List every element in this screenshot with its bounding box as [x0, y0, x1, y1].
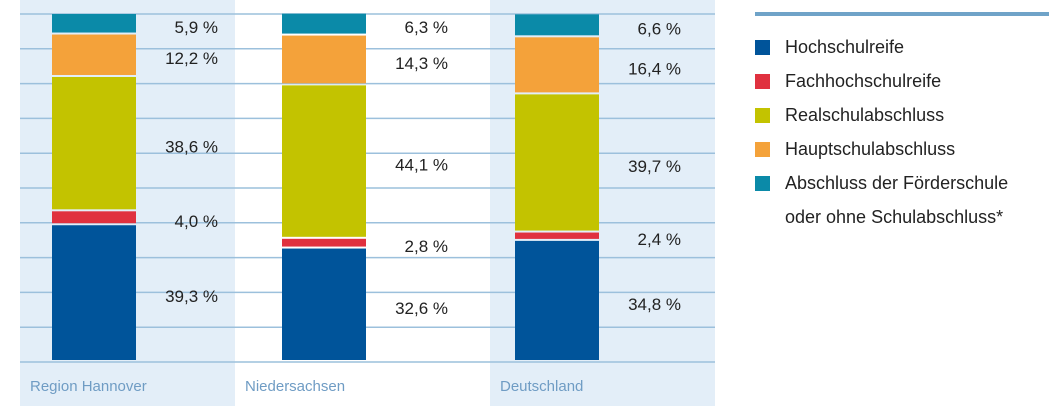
value-label: 6,3 %: [405, 18, 448, 37]
legend-swatch: [755, 74, 770, 89]
category-label: Deutschland: [500, 378, 583, 395]
value-label: 16,4 %: [628, 59, 681, 78]
value-label: 32,6 %: [395, 299, 448, 318]
legend-swatch: [755, 176, 770, 191]
bar-segment: [515, 94, 599, 231]
value-label: 12,2 %: [165, 49, 218, 68]
category-label: Niedersachsen: [245, 378, 345, 395]
legend-rule: [755, 12, 1049, 16]
bar-segment: [515, 240, 599, 360]
value-label: 39,7 %: [628, 157, 681, 176]
value-label: 2,4 %: [638, 230, 681, 249]
value-label: 38,6 %: [165, 138, 218, 157]
legend-swatch: [755, 108, 770, 123]
legend-item: Hauptschulabschluss: [755, 132, 1049, 166]
legend-item: Hochschulreife: [755, 30, 1049, 64]
bar-segment: [282, 85, 366, 237]
legend-item: Realschulabschluss: [755, 98, 1049, 132]
bar-segment: [282, 13, 366, 34]
legend-label: Hochschulreife: [785, 37, 905, 57]
legend-item: Abschluss der Förderschule oder ohne Sch…: [755, 166, 1049, 234]
value-label: 2,8 %: [405, 237, 448, 256]
chart: 39,3 % 4,0 % 38,6 % 12,2 % 5,9 % Region Hanno…: [20, 0, 715, 406]
bar-segment: [52, 14, 136, 33]
value-label: 44,1 %: [395, 156, 448, 175]
bar-segment: [52, 76, 136, 210]
bar-segment: [282, 238, 366, 247]
bar-segment: [52, 225, 136, 360]
bar-segment: [515, 37, 599, 93]
legend-label: Hauptschulabschluss: [785, 139, 956, 159]
value-label: 14,3 %: [395, 54, 448, 73]
legend-swatch: [755, 142, 770, 157]
value-label: 34,8 %: [628, 295, 681, 314]
value-label: 6,6 %: [638, 19, 681, 38]
category-label: Region Hannover: [30, 378, 147, 395]
legend-label: Abschluss der Förderschule oder ohne Sch…: [785, 173, 1009, 227]
bar-segment: [515, 232, 599, 239]
value-label: 5,9 %: [175, 18, 218, 37]
legend: Hochschulreife Fachhochschulreife Realschu…: [755, 30, 1049, 234]
value-label: 4,0 %: [175, 212, 218, 231]
bar-segment: [282, 248, 366, 360]
legend-label: Fachhochschulreife: [785, 71, 942, 91]
bar-segment: [52, 34, 136, 75]
legend-item: Fachhochschulreife: [755, 64, 1049, 98]
legend-label: Realschulabschluss: [785, 105, 945, 125]
bar-segment: [52, 211, 136, 224]
bar-segment: [282, 35, 366, 84]
value-label: 39,3 %: [165, 287, 218, 306]
bar-segment: [515, 14, 599, 36]
legend-swatch: [755, 40, 770, 55]
